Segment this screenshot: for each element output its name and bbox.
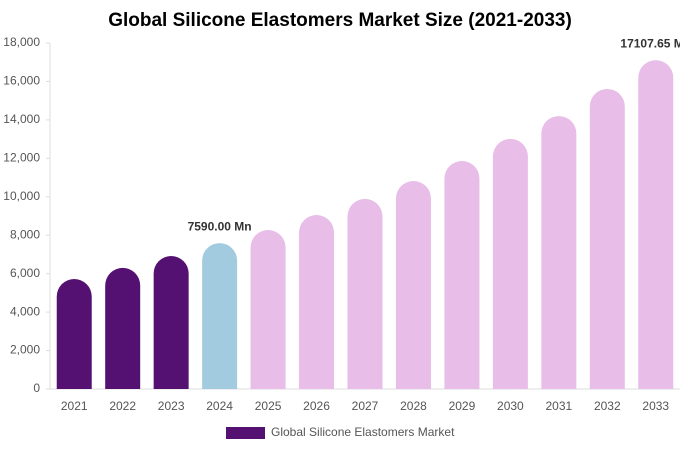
- bar: [492, 138, 528, 389]
- x-tick-label: 2021: [61, 399, 88, 413]
- x-tick-label: 2022: [109, 399, 136, 413]
- bar: [638, 60, 674, 389]
- y-tick-label: 4,000: [10, 304, 40, 318]
- bar: [56, 279, 92, 389]
- y-tick-label: 12,000: [3, 151, 40, 165]
- bar: [347, 198, 383, 389]
- chart-title: Global Silicone Elastomers Market Size (…: [108, 10, 572, 31]
- y-tick-label: 16,000: [3, 74, 40, 88]
- x-tick-label: 2025: [255, 399, 282, 413]
- data-label: 17107.65 Mn: [620, 36, 680, 50]
- y-tick-label: 6,000: [10, 266, 40, 280]
- y-tick-label: 14,000: [3, 112, 40, 126]
- bar: [541, 116, 577, 390]
- y-tick-label: 0: [33, 381, 40, 395]
- x-tick-label: 2027: [352, 399, 379, 413]
- legend-label: Global Silicone Elastomers Market: [271, 425, 455, 439]
- bar: [153, 255, 189, 389]
- x-tick-label: 2030: [497, 399, 524, 413]
- x-tick-label: 2029: [449, 399, 476, 413]
- x-tick-label: 2024: [206, 399, 233, 413]
- x-tick-label: 2031: [545, 399, 572, 413]
- x-tick-label: 2028: [400, 399, 427, 413]
- x-tick-label: 2026: [303, 399, 330, 413]
- legend-swatch: [226, 427, 265, 439]
- x-tick-label: 2032: [594, 399, 621, 413]
- bar: [395, 181, 431, 389]
- y-tick-label: 18,000: [3, 35, 40, 49]
- data-label: 7590.00 Mn: [188, 219, 252, 233]
- bar: [299, 215, 335, 389]
- bar: [589, 88, 625, 390]
- y-tick-label: 2,000: [10, 343, 40, 357]
- bar: [444, 161, 480, 389]
- bar: [202, 243, 238, 389]
- x-tick-label: 2023: [158, 399, 185, 413]
- bar: [105, 267, 141, 389]
- bar: [250, 230, 286, 389]
- y-tick-label: 10,000: [3, 189, 40, 203]
- x-tick-label: 2033: [642, 399, 669, 413]
- y-tick-label: 8,000: [10, 227, 40, 241]
